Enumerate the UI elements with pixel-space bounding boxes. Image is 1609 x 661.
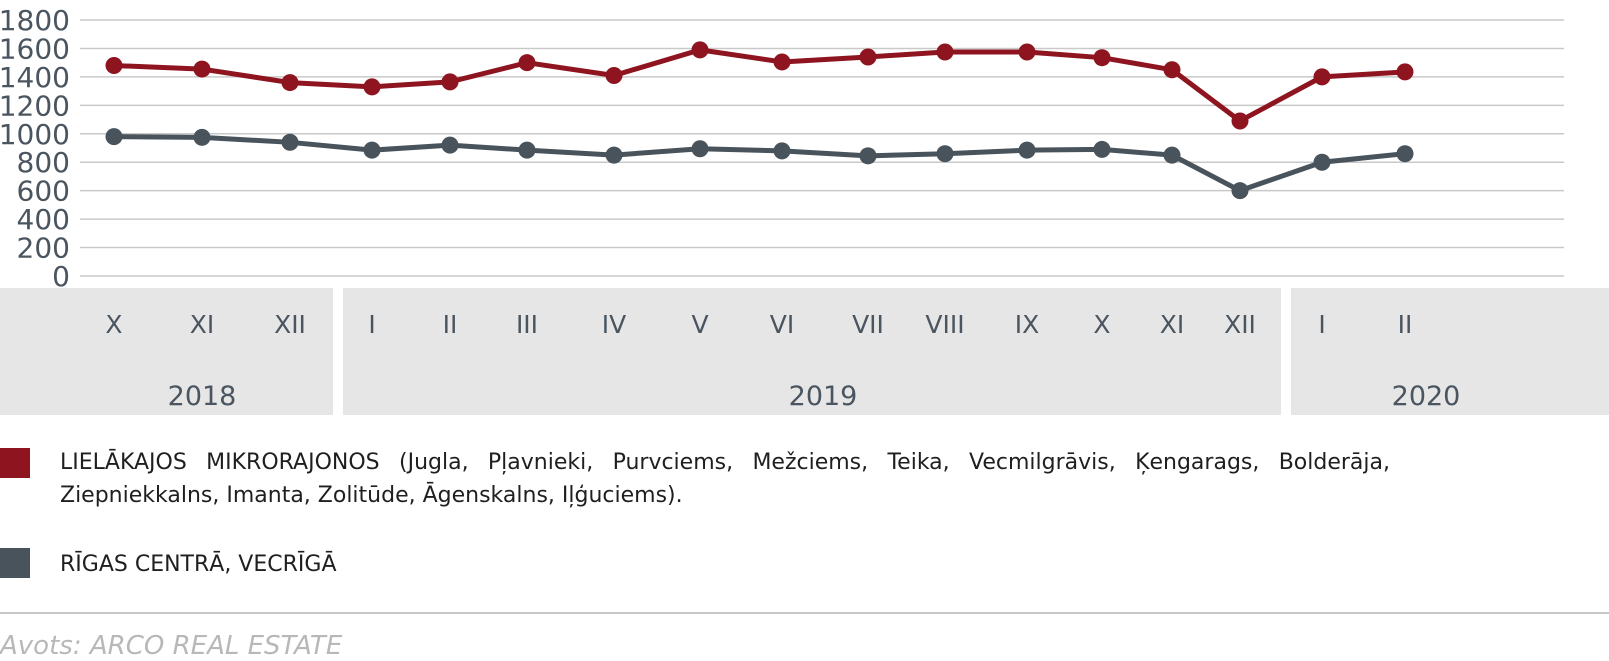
data-point xyxy=(441,136,459,154)
y-tick-label: 600 xyxy=(17,175,70,208)
data-point xyxy=(936,145,954,163)
y-tick-label: 200 xyxy=(17,232,70,265)
x-tick-label: XI xyxy=(189,310,215,339)
data-point xyxy=(1163,61,1181,79)
year-label: 2020 xyxy=(1391,381,1461,412)
data-point xyxy=(1163,146,1181,164)
x-tick-label: VI xyxy=(769,310,795,339)
data-point xyxy=(518,54,536,72)
y-tick-label: 1400 xyxy=(0,61,70,94)
year-label: 2019 xyxy=(788,381,858,412)
data-point xyxy=(605,146,623,164)
legend-swatch-red xyxy=(0,448,30,478)
data-point xyxy=(1396,145,1414,163)
data-point xyxy=(281,74,299,92)
x-tick-label: VIII xyxy=(925,310,965,339)
data-point xyxy=(518,141,536,159)
data-point xyxy=(1313,153,1331,171)
data-point xyxy=(773,142,791,160)
x-tick-label: II xyxy=(442,310,458,339)
data-point xyxy=(605,66,623,84)
data-point xyxy=(773,53,791,71)
y-tick-label: 1200 xyxy=(0,89,70,122)
series-line-1 xyxy=(113,47,1406,124)
x-tick-label: IX xyxy=(1014,310,1040,339)
x-tick-label: I xyxy=(368,310,376,339)
data-point xyxy=(1313,68,1331,86)
legend-label-large-districts: LIELĀKAJOS MIKRORAJONOS (Jugla, Pļavniek… xyxy=(60,450,1390,508)
year-band-2020 xyxy=(1291,288,1609,415)
y-tick-label: 1000 xyxy=(0,118,70,151)
data-point xyxy=(859,147,877,165)
data-point xyxy=(1018,141,1036,159)
year-band-2019 xyxy=(343,288,1281,415)
data-point xyxy=(1093,49,1111,67)
data-point xyxy=(193,60,211,78)
data-point xyxy=(1231,112,1249,130)
data-point xyxy=(1231,182,1249,200)
y-tick-label: 1800 xyxy=(0,4,70,37)
data-point xyxy=(363,141,381,159)
data-point xyxy=(936,43,954,61)
y-tick-label: 800 xyxy=(17,146,70,179)
legend-label-riga-centre: RĪGAS CENTRĀ, VECRĪGĀ xyxy=(60,552,337,577)
x-tick-label: X xyxy=(105,310,123,339)
y-tick-label: 400 xyxy=(17,203,70,236)
divider xyxy=(0,612,1609,614)
data-point xyxy=(105,128,123,146)
year-band-2018 xyxy=(0,288,333,415)
x-tick-label: II xyxy=(1397,310,1413,339)
data-point xyxy=(1396,63,1414,81)
data-point xyxy=(859,48,877,66)
x-tick-label: VII xyxy=(852,310,884,339)
y-tick-label: 1600 xyxy=(0,32,70,65)
x-tick-label: IV xyxy=(601,310,627,339)
legend-swatch-gray xyxy=(0,548,30,578)
y-tick-label: 0 xyxy=(52,260,70,293)
x-tick-label: III xyxy=(515,310,539,339)
data-point xyxy=(691,140,709,158)
x-tick-label: X xyxy=(1093,310,1111,339)
data-point xyxy=(1018,43,1036,61)
data-point xyxy=(193,128,211,146)
data-point xyxy=(363,78,381,96)
year-label: 2018 xyxy=(167,381,237,412)
x-tick-label: XII xyxy=(274,310,306,339)
data-point xyxy=(281,133,299,151)
data-point xyxy=(691,41,709,59)
x-tick-label: XI xyxy=(1159,310,1185,339)
data-point xyxy=(1093,140,1111,158)
data-point xyxy=(441,73,459,91)
source-note: Avots: ARCO REAL ESTATE xyxy=(0,631,343,661)
series-line-2 xyxy=(113,134,1406,194)
x-tick-label: XII xyxy=(1224,310,1256,339)
x-tick-label: I xyxy=(1318,310,1326,339)
data-point xyxy=(105,57,123,75)
x-tick-label: V xyxy=(691,310,709,339)
